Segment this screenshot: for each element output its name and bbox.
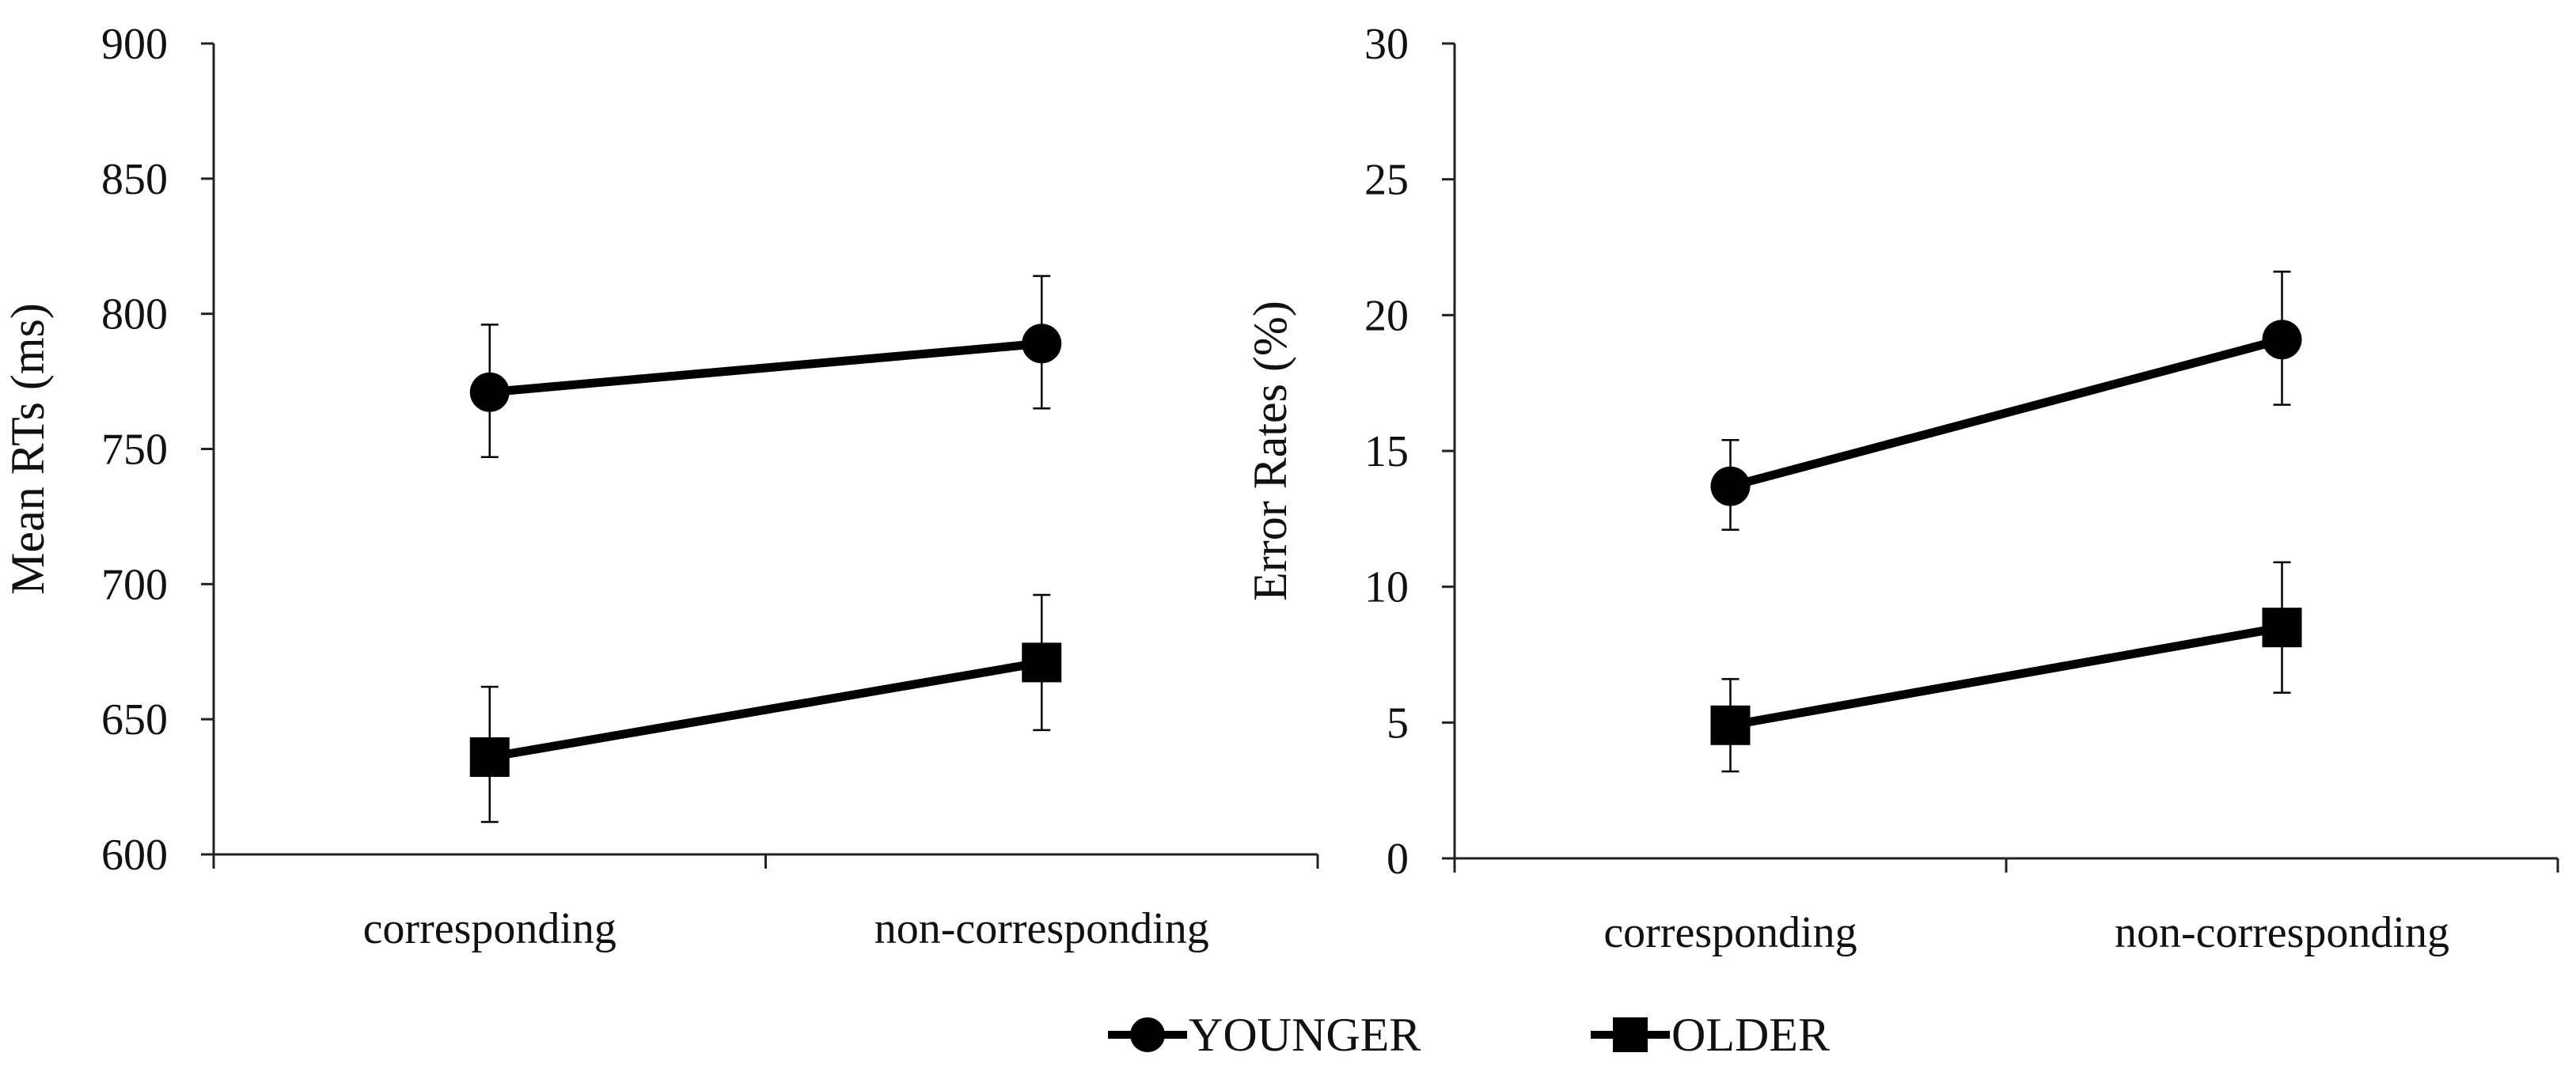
legend-younger-label: YOUNGER	[1189, 1009, 1421, 1061]
err-y-tick-label: 5	[1387, 699, 1409, 748]
rt-younger-point	[469, 372, 510, 412]
error-rate-chart-panel: 0 5 10 15 20 25 30 corresponding non-correspondi…	[1244, 20, 2559, 957]
err-y-tick-label: 20	[1364, 291, 1409, 340]
rt-older-point	[469, 737, 510, 777]
legend-older-label: OLDER	[1671, 1009, 1830, 1061]
err-y-tick-label: 10	[1364, 563, 1409, 612]
rt-y-tick-label: 700	[101, 560, 168, 609]
rt-x-category-label: non-corresponding	[874, 904, 1209, 953]
rt-younger-point	[1022, 324, 1062, 364]
err-y-tick-label: 30	[1364, 20, 1409, 69]
err-x-category-label: corresponding	[1603, 908, 1857, 957]
err-older-point	[2262, 608, 2302, 648]
rt-y-tick-label: 750	[101, 426, 168, 475]
rt-older-series-line	[485, 657, 1046, 762]
err-y-tick-label: 0	[1387, 835, 1409, 884]
rt-chart-panel: 600 650 700 750 800 850 900 corresponding non-co…	[2, 20, 1319, 953]
err-x-category-label: non-corresponding	[2115, 908, 2449, 957]
rt-y-tick-label: 600	[101, 831, 168, 880]
rt-y-tick-label: 900	[101, 20, 168, 69]
err-younger-point	[2262, 320, 2302, 360]
err-younger-point	[1710, 466, 1751, 506]
legend: YOUNGER OLDER	[1108, 1009, 1830, 1061]
err-y-tick-label: 25	[1364, 156, 1409, 205]
err-older-point	[1710, 705, 1751, 745]
rt-y-tick-label: 650	[101, 695, 168, 744]
err-y-tick-label: 15	[1364, 427, 1409, 476]
legend-younger-marker	[1130, 1017, 1165, 1052]
rt-x-category-label: corresponding	[363, 904, 616, 953]
rt-older-point	[1022, 642, 1062, 683]
rt-younger-series-line	[485, 339, 1046, 397]
err-older-series-line	[1726, 623, 2286, 730]
rt-y-tick-label: 850	[101, 155, 168, 204]
rt-y-tick-label: 800	[101, 290, 168, 339]
legend-older-marker	[1613, 1017, 1648, 1052]
err-younger-series-line	[1726, 335, 2286, 491]
err-y-axis-title: Error Rates (%)	[1244, 301, 1296, 601]
rt-y-axis-title: Mean RTs (ms)	[2, 303, 54, 595]
